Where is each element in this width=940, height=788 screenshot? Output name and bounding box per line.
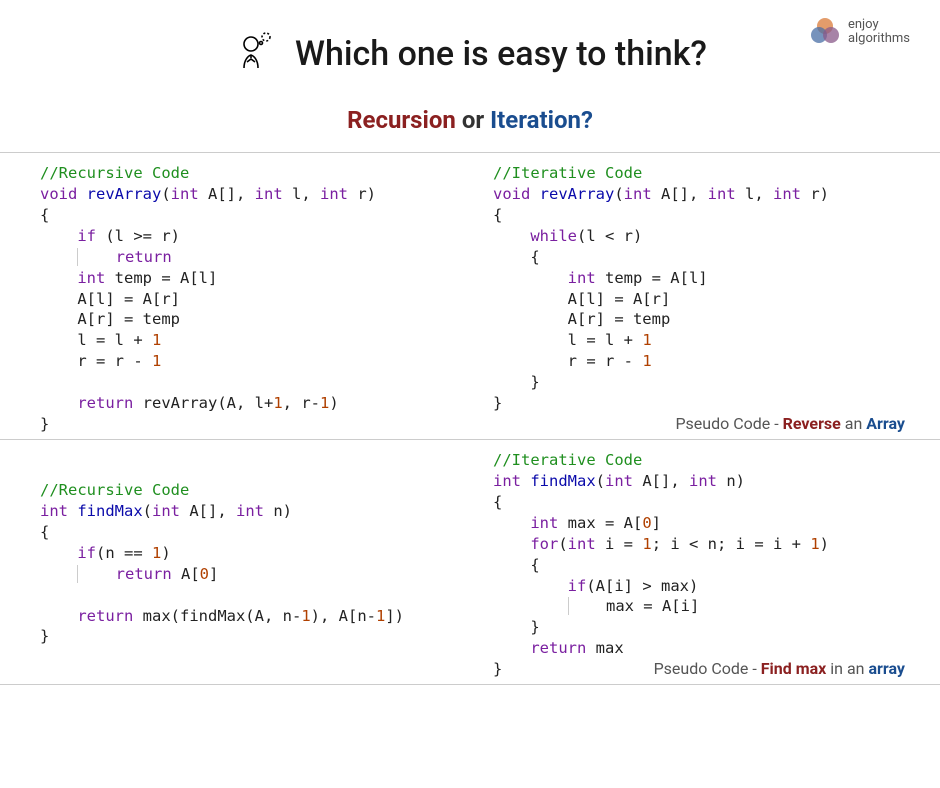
iterative-reverse-code: //Iterative Code void revArray(int A[], … [493, 163, 910, 414]
subtitle: Recursion or Iteration? [0, 106, 940, 134]
logo-flower-icon [808, 15, 842, 49]
recursive-reverse-code: //Recursive Code void revArray(int A[], … [40, 163, 457, 435]
recursive-findmax-col: //Recursive Code int findMax(int A[], in… [40, 450, 475, 680]
section-reverse-array: //Recursive Code void revArray(int A[], … [0, 152, 940, 439]
section-find-max: //Recursive Code int findMax(int A[], in… [0, 439, 940, 685]
brand-logo: enjoy algorithms [808, 15, 910, 49]
caption-findmax: Pseudo Code - Find max in an array [654, 659, 905, 678]
thinking-person-icon [233, 30, 277, 78]
recursive-reverse-col: //Recursive Code void revArray(int A[], … [40, 163, 475, 435]
recursive-findmax-code: //Recursive Code int findMax(int A[], in… [40, 480, 457, 647]
logo-line1: enjoy [848, 18, 910, 32]
header: Which one is easy to think? enjoy algori… [0, 0, 940, 88]
iterative-findmax-col: //Iterative Code int findMax(int A[], in… [475, 450, 910, 680]
subtitle-iteration: Iteration? [490, 106, 593, 134]
caption-reverse: Pseudo Code - Reverse an Array [675, 414, 905, 433]
iterative-findmax-code: //Iterative Code int findMax(int A[], in… [493, 450, 910, 680]
logo-text: enjoy algorithms [848, 18, 910, 47]
logo-line2: algorithms [848, 32, 910, 46]
subtitle-recursion: Recursion [347, 106, 456, 134]
iterative-reverse-col: //Iterative Code void revArray(int A[], … [475, 163, 910, 435]
page-title: Which one is easy to think? [295, 34, 707, 74]
